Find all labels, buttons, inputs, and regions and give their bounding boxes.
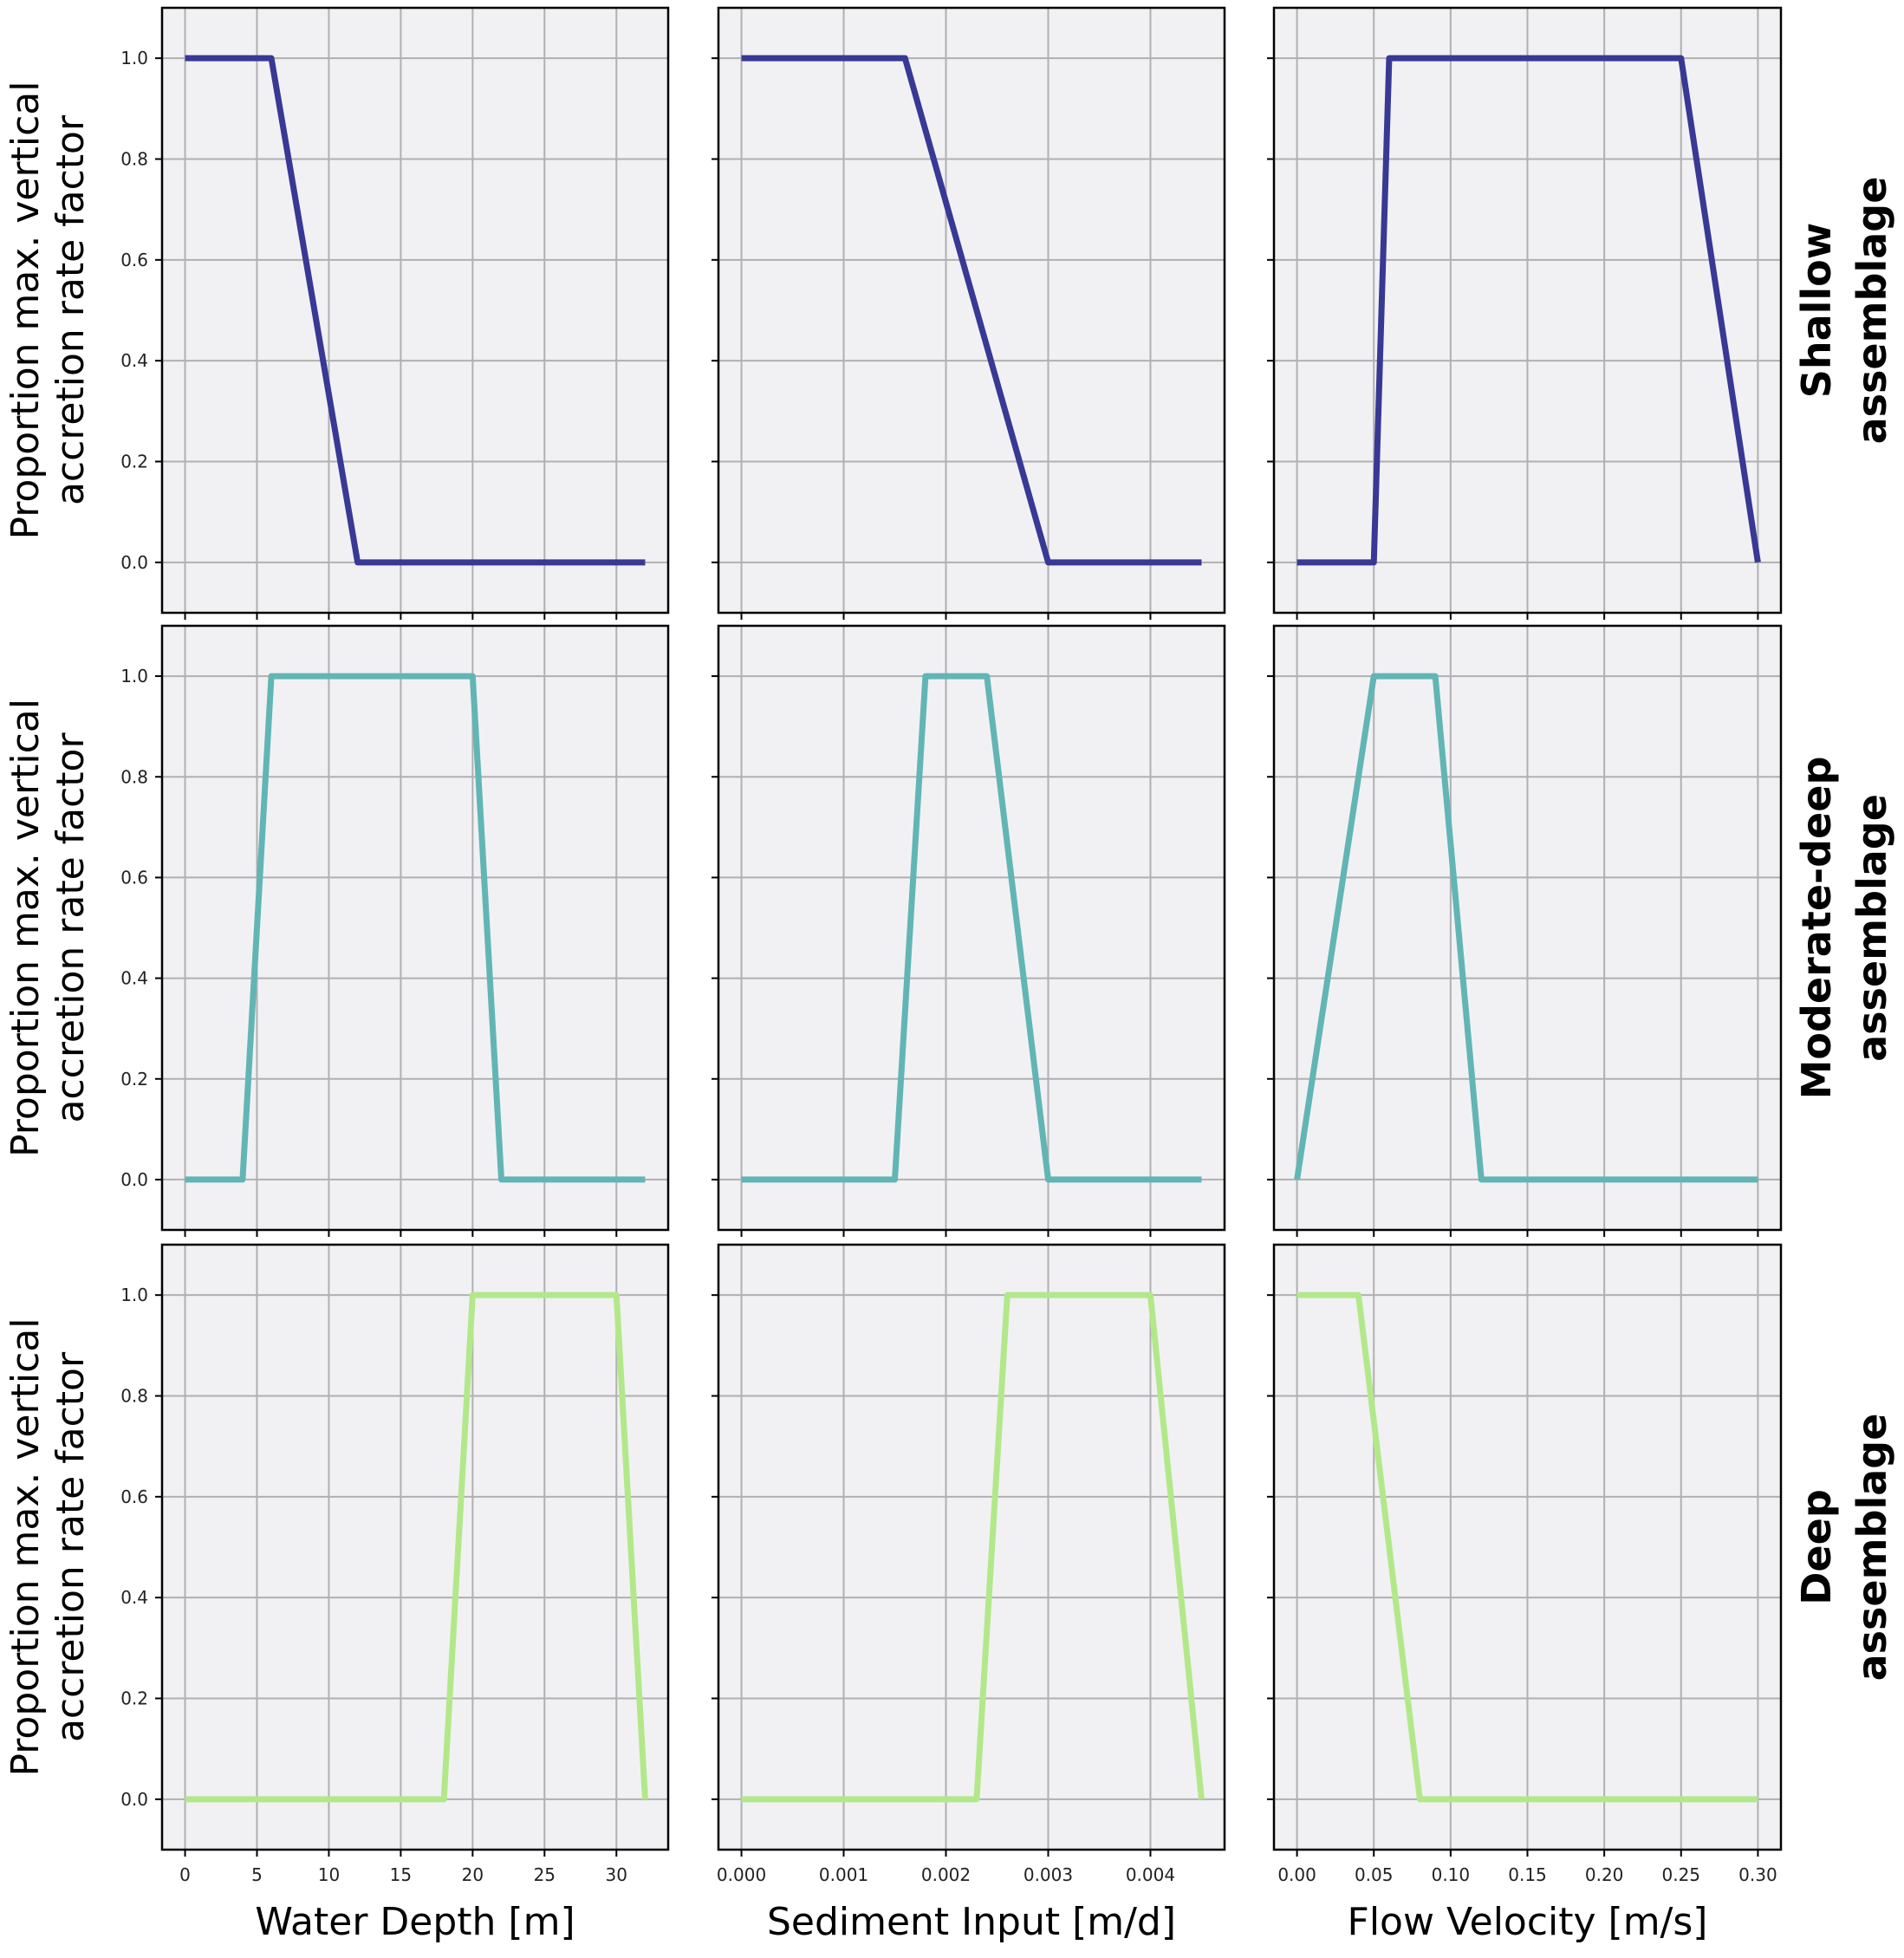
panel-frame	[160, 1243, 670, 1851]
series-line	[741, 55, 1202, 566]
y-tick-label: 0.8	[120, 766, 148, 787]
series-line	[1294, 673, 1758, 1183]
row-label: assemblage	[1849, 1414, 1895, 1682]
x-tick-label: 0	[179, 1864, 191, 1885]
series-line	[185, 1291, 648, 1803]
panel	[1267, 624, 1783, 1237]
x-tick-label: 15	[390, 1864, 412, 1885]
y-axis-label: Proportion max. vertical	[3, 81, 48, 540]
y-tick-label: 0.6	[120, 1486, 148, 1507]
x-tick-label: 25	[534, 1864, 556, 1885]
x-tick-label: 0.004	[1126, 1864, 1175, 1885]
panel-background	[718, 1245, 1225, 1850]
y-axis-label: Proportion max. vertical	[3, 699, 48, 1157]
panel: 0 5 10 15 20 25 30 0.0 0.2 0.4 0.6 0.8 1.0	[120, 1243, 670, 1885]
panel	[1267, 6, 1783, 620]
row-label: Moderate-deep	[1793, 757, 1840, 1100]
series-line	[741, 1291, 1205, 1803]
series-line	[1296, 1291, 1758, 1803]
y-tick-label: 0.4	[120, 1587, 148, 1608]
x-tick-label: 30	[606, 1864, 627, 1885]
x-tick-label: 0.00	[1277, 1864, 1316, 1885]
panel: 0.00 0.05 0.10 0.15 0.20 0.25 0.30	[1267, 1243, 1783, 1885]
panel-frame	[717, 1243, 1226, 1851]
y-tick-label: 0.2	[120, 452, 148, 472]
panel: 0.0 0.2 0.4 0.6 0.8 1.0	[120, 6, 670, 620]
series-line	[1296, 55, 1761, 566]
x-tick-label: 0.000	[717, 1864, 766, 1885]
x-tick-label: 5	[251, 1864, 263, 1885]
row-label: assemblage	[1849, 794, 1895, 1062]
panel: 0.0 0.2 0.4 0.6 0.8 1.0	[120, 624, 670, 1237]
panel: 0.000 0.001 0.002 0.003 0.004	[712, 1243, 1226, 1885]
series-line	[185, 673, 646, 1183]
x-tick-label: 0.05	[1355, 1864, 1394, 1885]
y-tick-label: 0.8	[120, 149, 148, 170]
x-tick-label: 10	[318, 1864, 340, 1885]
row-label: Shallow	[1793, 223, 1840, 399]
panel-frame	[717, 6, 1226, 615]
y-axis-label: accretion rate factor	[49, 114, 93, 505]
panel-frame	[160, 6, 670, 615]
x-tick-label: 0.30	[1738, 1864, 1777, 1885]
panel-frame	[717, 624, 1226, 1232]
panel-frame	[1272, 1243, 1783, 1851]
x-tick-label: 0.15	[1508, 1864, 1547, 1885]
x-axis-label: Sediment Input [m/d]	[767, 1900, 1176, 1944]
row-label: assemblage	[1849, 177, 1895, 445]
y-tick-label: 0.0	[120, 1789, 148, 1810]
y-tick-label: 1.0	[120, 1285, 148, 1305]
x-tick-label: 0.001	[819, 1864, 868, 1885]
x-tick-label: 0.25	[1662, 1864, 1701, 1885]
panel-frame	[1272, 624, 1783, 1232]
panel-background	[162, 8, 668, 613]
series-line	[741, 673, 1202, 1183]
row-label: Deep	[1793, 1489, 1840, 1605]
x-axis-label: Water Depth [m]	[255, 1900, 575, 1944]
x-tick-label: 0.002	[921, 1864, 971, 1885]
panel-background	[162, 626, 668, 1230]
panel	[712, 624, 1226, 1237]
y-tick-label: 0.0	[120, 552, 148, 573]
panel	[712, 6, 1226, 620]
y-tick-label: 0.0	[120, 1169, 148, 1190]
y-tick-label: 1.0	[120, 666, 148, 686]
y-axis-label: Proportion max. vertical	[3, 1318, 48, 1777]
y-tick-label: 1.0	[120, 48, 148, 68]
y-tick-label: 0.2	[120, 1688, 148, 1709]
x-tick-label: 20	[462, 1864, 484, 1885]
y-tick-label: 0.8	[120, 1386, 148, 1407]
y-axis-label: accretion rate factor	[49, 1351, 93, 1742]
series-line	[185, 55, 646, 566]
x-tick-label: 0.10	[1432, 1864, 1471, 1885]
y-tick-label: 0.6	[120, 250, 148, 270]
panel-background	[162, 1245, 668, 1850]
y-tick-label: 0.4	[120, 350, 148, 371]
y-tick-label: 0.6	[120, 867, 148, 888]
panel-frame	[160, 624, 670, 1232]
y-tick-label: 0.2	[120, 1069, 148, 1090]
x-axis-label: Flow Velocity [m/s]	[1348, 1900, 1708, 1944]
panel-background	[718, 626, 1225, 1230]
x-tick-label: 0.20	[1585, 1864, 1624, 1885]
y-axis-label: accretion rate factor	[49, 732, 93, 1123]
y-tick-label: 0.4	[120, 968, 148, 989]
panel-frame	[1272, 6, 1783, 615]
x-tick-label: 0.003	[1023, 1864, 1073, 1885]
panel-background	[718, 8, 1225, 613]
